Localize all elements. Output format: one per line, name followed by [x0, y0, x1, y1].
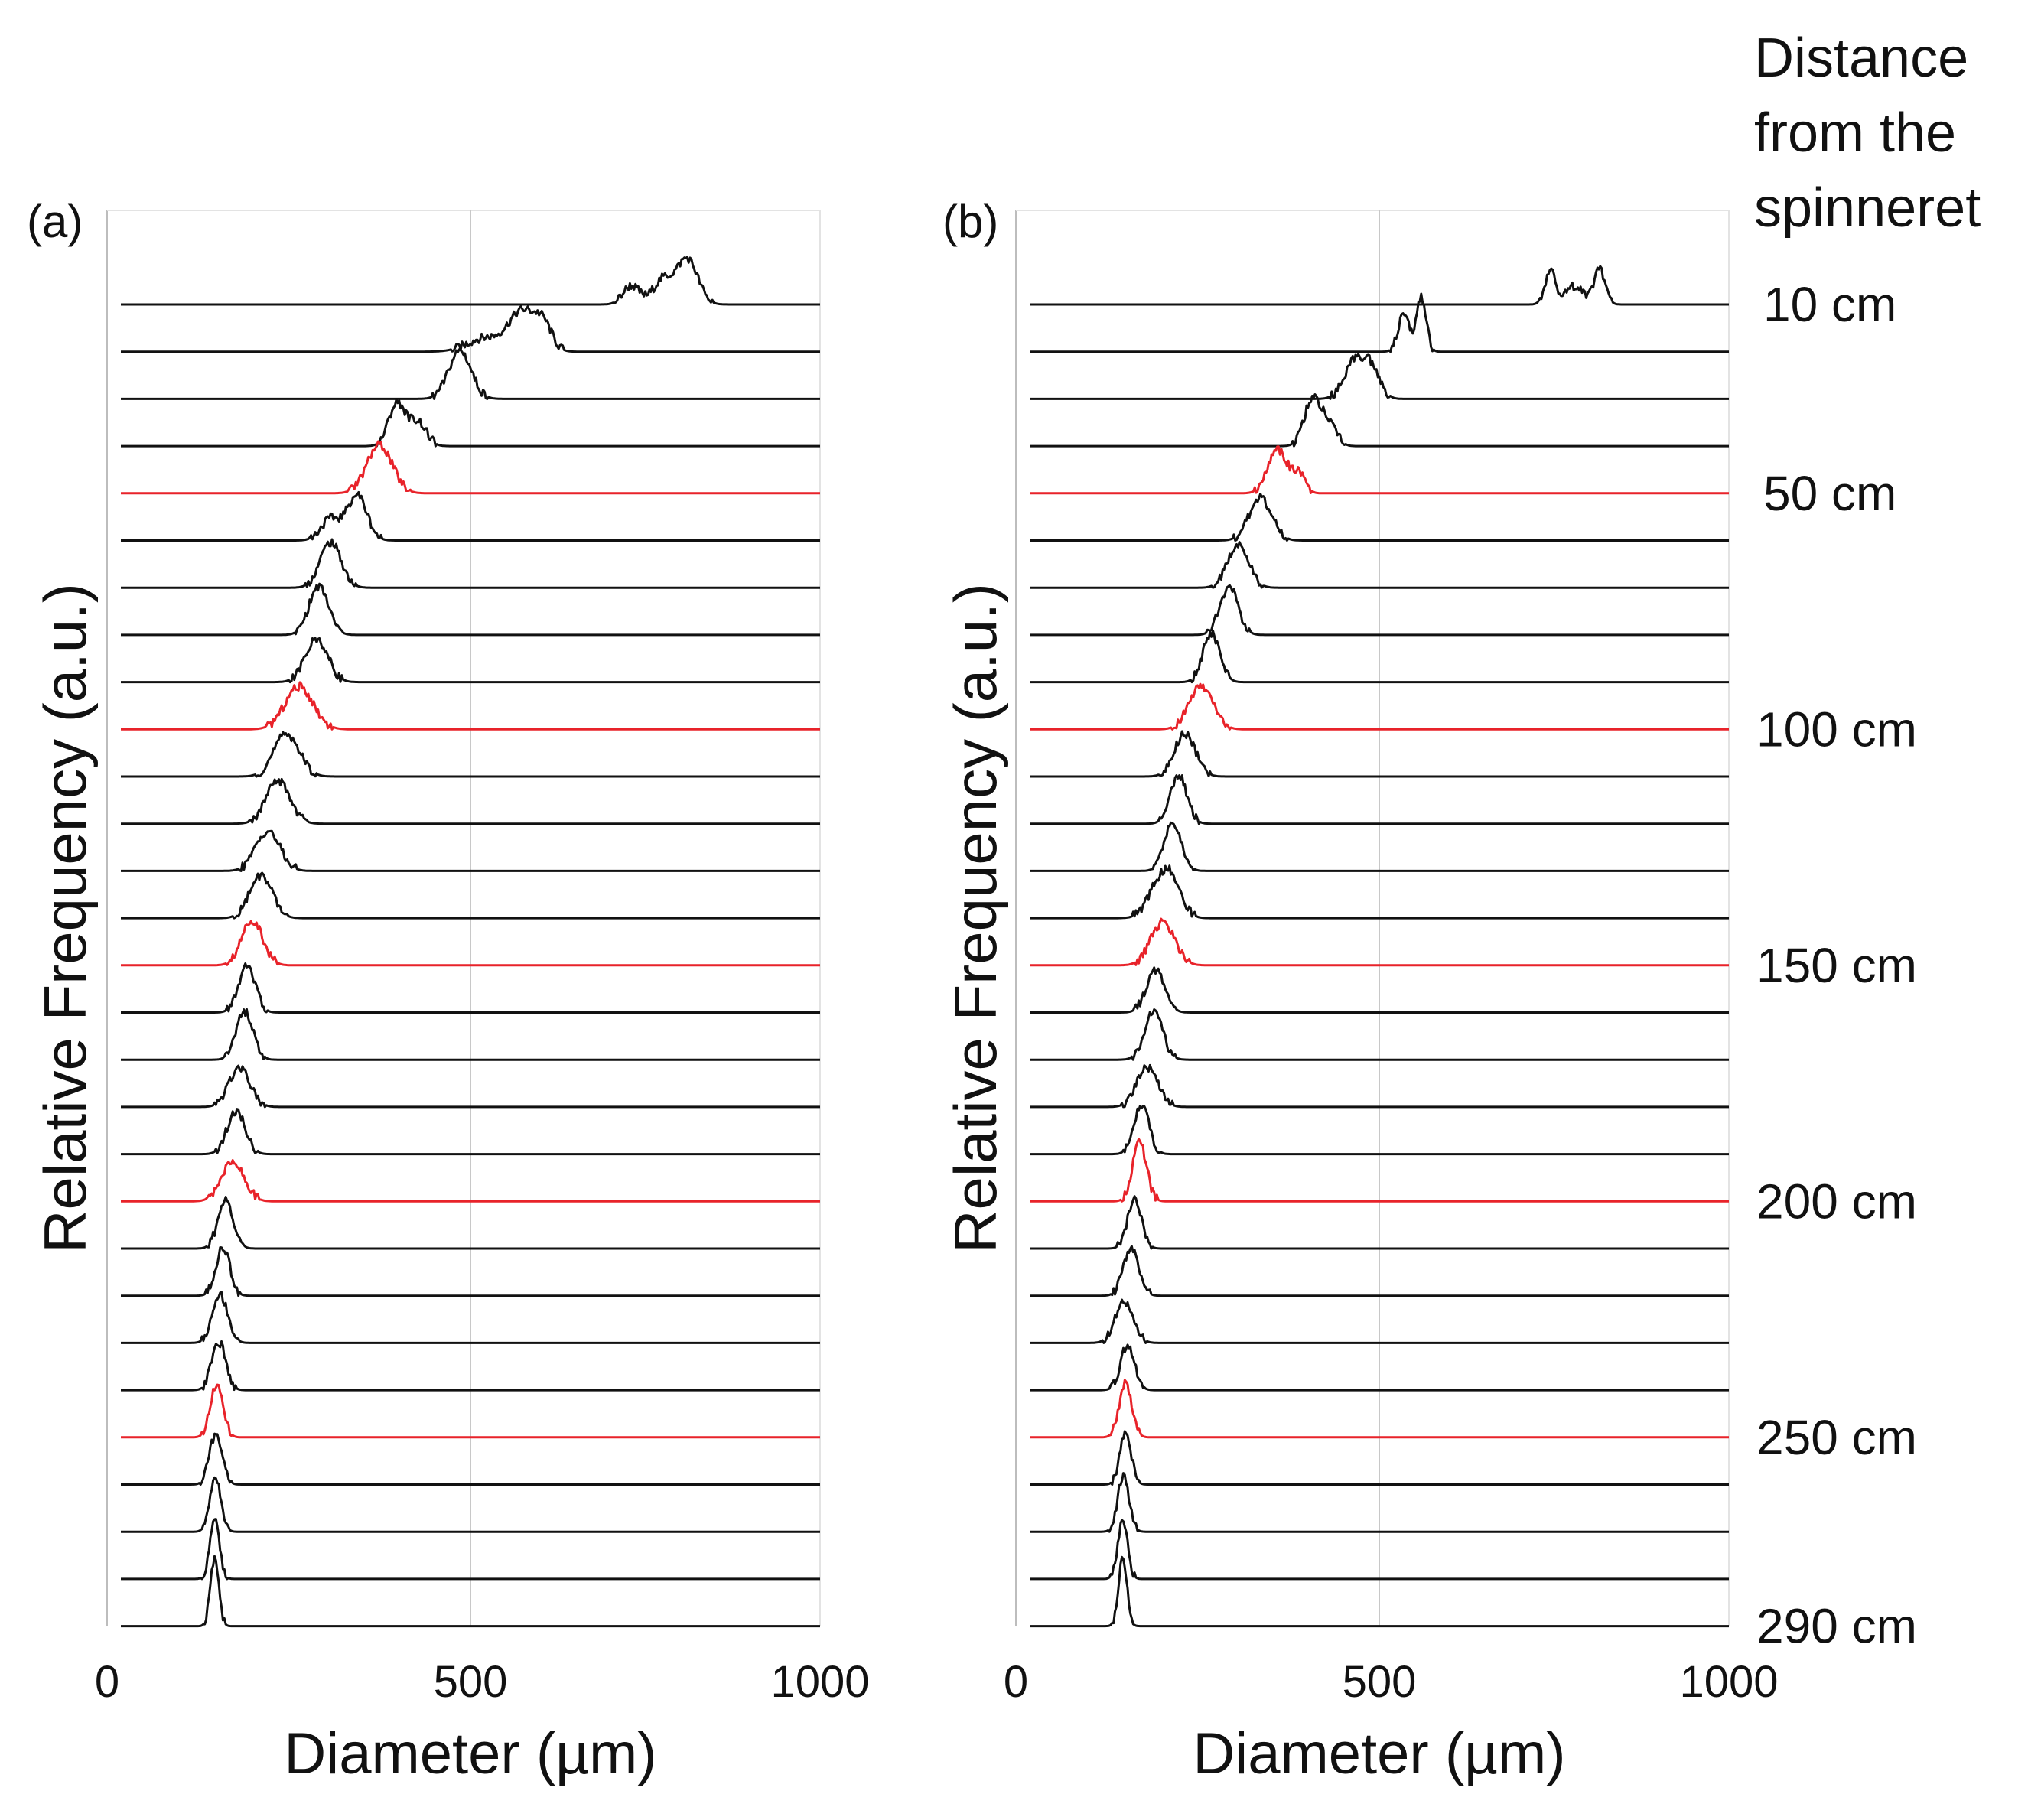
highlight-distribution-150cm	[1030, 917, 1729, 967]
x-tick-label: 0	[95, 1657, 119, 1707]
distribution-240cm	[1030, 1343, 1729, 1392]
distribution-20cm	[121, 305, 820, 353]
distribution-30cm	[1030, 353, 1729, 400]
x-tick-label: 0	[1004, 1657, 1028, 1707]
distribution-80cm	[121, 582, 820, 637]
distribution-130cm	[121, 829, 820, 872]
highlight-distribution-250cm	[121, 1383, 820, 1439]
x-tick-label: 1000	[770, 1657, 869, 1707]
distribution-120cm	[121, 777, 820, 825]
distance-label: 290 cm	[1756, 1599, 1917, 1654]
distribution-60cm	[1030, 493, 1729, 542]
highlight-distribution-250cm	[1030, 1379, 1729, 1439]
highlight-distribution-50cm	[1030, 445, 1729, 495]
y-axis-label: Relative Frequency (a.u.)	[31, 583, 99, 1253]
panel-label: (a)	[27, 196, 83, 247]
distribution-60cm	[121, 490, 820, 542]
distribution-140cm	[1030, 864, 1729, 920]
highlight-distribution-100cm	[121, 681, 820, 731]
distribution-290cm	[1030, 1555, 1729, 1628]
distribution-190cm	[121, 1108, 820, 1156]
distribution-190cm	[1030, 1105, 1729, 1156]
highlight-distribution-200cm	[1030, 1138, 1729, 1203]
distribution-20cm	[1030, 292, 1729, 353]
distribution-40cm	[1030, 393, 1729, 448]
distribution-80cm	[1030, 584, 1729, 637]
distribution-180cm	[121, 1064, 820, 1109]
distance-title-line: spinneret	[1754, 177, 1981, 239]
distribution-130cm	[1030, 821, 1729, 872]
distance-label: 150 cm	[1756, 938, 1917, 993]
distribution-270cm	[121, 1476, 820, 1533]
distance-label: 250 cm	[1756, 1410, 1917, 1465]
distance-labels: Distance from the spinneret 10 cm 50 cm 100 c…	[1754, 28, 1981, 1654]
distance-label: 200 cm	[1756, 1174, 1917, 1229]
distribution-230cm	[121, 1291, 820, 1344]
distribution-220cm	[1030, 1245, 1729, 1297]
distribution-120cm	[1030, 774, 1729, 825]
distribution-10cm	[1030, 265, 1729, 306]
distribution-160cm	[121, 962, 820, 1014]
distribution-240cm	[121, 1340, 820, 1392]
x-tick-label: 1000	[1679, 1657, 1778, 1707]
distribution-70cm	[121, 538, 820, 589]
distribution-90cm	[121, 637, 820, 684]
distribution-170cm	[1030, 1008, 1729, 1061]
x-axis-label: Diameter (µm)	[284, 1721, 656, 1786]
distribution-110cm	[1030, 730, 1729, 778]
x-tick-label: 500	[434, 1657, 508, 1707]
distribution-110cm	[121, 731, 820, 778]
panel-label: (b)	[942, 196, 998, 247]
distribution-160cm	[1030, 966, 1729, 1014]
distribution-140cm	[121, 871, 820, 920]
highlight-distribution-50cm	[121, 440, 820, 495]
distribution-210cm	[121, 1196, 820, 1250]
distribution-170cm	[121, 1008, 820, 1061]
distribution-180cm	[1030, 1063, 1729, 1109]
panel-a: (a) 0 500 1000 Diameter (µm) Relative Frequen…	[27, 196, 870, 1786]
highlight-distribution-100cm	[1030, 682, 1729, 731]
distribution-260cm	[1030, 1430, 1729, 1486]
highlight-distribution-150cm	[121, 920, 820, 967]
distribution-40cm	[121, 398, 820, 448]
distance-title-line: Distance	[1754, 28, 1968, 89]
distribution-230cm	[1030, 1298, 1729, 1344]
distribution-290cm	[121, 1555, 820, 1628]
panel-b: (b) 0 500 1000 Diameter (µm) Relative Frequen…	[942, 196, 1779, 1786]
distance-title-line: from the	[1754, 103, 1956, 164]
x-axis-label: Diameter (µm)	[1193, 1721, 1565, 1786]
x-tick-label: 500	[1343, 1657, 1417, 1707]
distribution-270cm	[1030, 1472, 1729, 1533]
distance-label: 10 cm	[1763, 277, 1896, 332]
highlight-distribution-200cm	[121, 1159, 820, 1203]
distance-label: 100 cm	[1756, 702, 1917, 757]
distribution-260cm	[121, 1432, 820, 1486]
distribution-70cm	[1030, 541, 1729, 589]
distribution-210cm	[1030, 1195, 1729, 1250]
distribution-280cm	[1030, 1519, 1729, 1581]
y-axis-label: Relative Frequency (a.u.)	[942, 583, 1009, 1253]
distribution-30cm	[121, 348, 820, 400]
distribution-90cm	[1030, 629, 1729, 684]
distance-label: 50 cm	[1763, 466, 1896, 521]
distribution-220cm	[121, 1246, 820, 1297]
distribution-10cm	[121, 256, 820, 306]
distribution-280cm	[121, 1518, 820, 1581]
